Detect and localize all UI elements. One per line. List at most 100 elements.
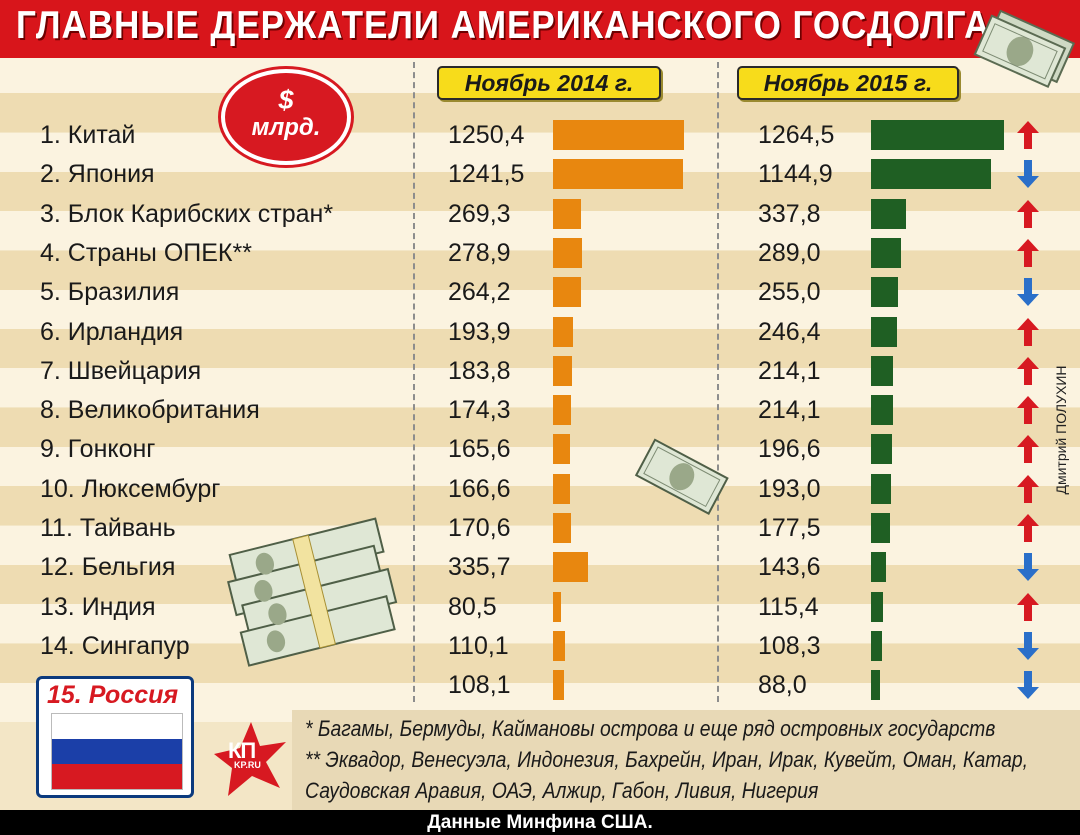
russia-label: 15. Россия — [47, 681, 179, 709]
bar-2014 — [553, 198, 582, 229]
arrow-up-icon — [1017, 435, 1039, 464]
footnotes: * Багамы, Бермуды, Каймановы острова и е… — [305, 713, 1075, 806]
page-title: ГЛАВНЫЕ ДЕРЖАТЕЛИ АМЕРИКАНСКОГО ГОСДОЛГА — [16, 4, 991, 47]
banknotes-corner-icon — [973, 9, 1076, 89]
value-2014-label: 278,9 — [448, 238, 511, 267]
bar-2014 — [553, 670, 565, 701]
value-2015-label: 214,1 — [758, 396, 821, 425]
arrow-up-icon — [1017, 121, 1039, 149]
bar-2014 — [553, 355, 573, 386]
bar-2014 — [553, 316, 574, 347]
value-2015-label: 115,4 — [758, 592, 819, 621]
value-2014-label: 1241,5 — [448, 160, 525, 189]
arrow-up-icon — [1017, 238, 1039, 267]
value-2015-label: 289,0 — [758, 238, 821, 267]
row-stripe — [0, 525, 1080, 565]
russia-highlight: 15. Россия — [36, 676, 194, 798]
footnote-1: * Багамы, Бермуды, Каймановы острова и е… — [305, 716, 996, 741]
bar-2015 — [871, 355, 894, 386]
country-label: 2. Япония — [40, 160, 155, 189]
value-2015-label: 214,1 — [758, 356, 821, 385]
unit-badge-currency: $ — [278, 85, 294, 115]
author-credit: Дмитрий ПОЛУХИН — [1050, 350, 1072, 510]
kp-logo-icon — [214, 722, 286, 796]
bar-2015 — [871, 552, 887, 583]
value-2015-label: 177,5 — [758, 514, 821, 542]
bar-2015 — [871, 395, 894, 426]
bar-2015 — [871, 434, 892, 465]
value-2014-label: 165,6 — [448, 435, 511, 464]
value-2015-label: 255,0 — [758, 278, 821, 307]
value-2014-label: 108,1 — [448, 671, 511, 700]
value-2014-label: 166,6 — [448, 474, 511, 503]
title-bar: ГЛАВНЫЕ ДЕРЖАТЕЛИ АМЕРИКАНСКОГО ГОСДОЛГА — [0, 0, 1080, 58]
bar-2014 — [553, 159, 684, 190]
country-label: 12. Бельгия — [40, 553, 176, 582]
bar-2014 — [553, 552, 589, 583]
arrow-up-icon — [1017, 514, 1039, 542]
money-stack-icon — [227, 517, 398, 667]
bar-2015 — [871, 670, 881, 701]
value-2014-label: 269,3 — [448, 199, 511, 228]
arrow-down-icon — [1017, 671, 1039, 700]
value-2014-label: 170,6 — [448, 514, 511, 542]
unit-badge-unit: млрд. — [251, 114, 321, 141]
value-2015-label: 193,0 — [758, 474, 821, 503]
row-stripe — [0, 564, 1080, 604]
bar-2014 — [553, 120, 685, 150]
bar-2014 — [553, 237, 583, 268]
kp-logo-text: КП — [228, 738, 256, 763]
country-label: 13. Индия — [40, 592, 156, 621]
value-2015-label: 143,6 — [758, 553, 821, 582]
row-stripe — [0, 407, 1080, 447]
bar-2015 — [871, 316, 897, 347]
value-2015-label: 1144,9 — [758, 160, 833, 189]
kp-logo-sub: KP.RU — [234, 760, 261, 770]
arrow-up-icon — [1017, 317, 1039, 346]
value-2015-label: 196,6 — [758, 435, 821, 464]
flying-banknote-icon — [634, 438, 729, 515]
country-label: 6. Ирландия — [40, 317, 184, 346]
bar-2015 — [871, 198, 907, 229]
country-label: 14. Сингапур — [40, 631, 190, 660]
series-header-2015: Ноябрь 2015 г. — [737, 66, 959, 100]
bar-2015 — [871, 473, 892, 504]
value-2014-label: 335,7 — [448, 553, 511, 582]
bar-2014 — [553, 395, 572, 426]
row-stripe — [0, 486, 1080, 526]
country-label: 9. Гонконг — [40, 435, 156, 464]
bar-2015 — [871, 159, 992, 190]
country-label: 8. Великобритания — [40, 396, 260, 425]
unit-badge: $ млрд. — [221, 69, 351, 165]
arrow-up-icon — [1017, 199, 1039, 228]
value-2015-label: 246,4 — [758, 317, 821, 346]
value-2014-label: 264,2 — [448, 278, 511, 307]
bar-2015 — [871, 277, 898, 308]
bar-2015 — [871, 237, 902, 268]
country-label: 5. Бразилия — [40, 278, 180, 307]
value-2014-label: 1250,4 — [448, 121, 525, 149]
arrow-up-icon — [1017, 474, 1039, 503]
arrow-up-icon — [1017, 592, 1039, 621]
value-2015-label: 1264,5 — [758, 121, 835, 149]
value-2014-label: 80,5 — [448, 592, 497, 621]
value-2015-label: 108,3 — [758, 631, 821, 660]
country-label: 3. Блок Карибских стран* — [40, 199, 334, 228]
bar-2015 — [871, 591, 884, 622]
author-name: Дмитрий ПОЛУХИН — [1053, 365, 1069, 495]
arrow-down-icon — [1017, 278, 1039, 307]
value-2015-label: 88,0 — [758, 671, 807, 700]
russia-flag-icon — [51, 713, 183, 790]
value-2014-label: 174,3 — [448, 396, 511, 425]
country-label: 10. Люксембург — [40, 474, 221, 503]
divider-2015 — [717, 62, 719, 702]
arrow-down-icon — [1017, 631, 1039, 660]
bar-2014 — [553, 591, 562, 622]
country-label: 7. Швейцария — [40, 356, 202, 385]
bar-2014 — [553, 473, 571, 504]
arrow-up-icon — [1017, 356, 1039, 385]
row-stripe — [0, 289, 1080, 329]
bar-2014 — [553, 513, 571, 543]
country-label: 4. Страны ОПЕК** — [40, 238, 252, 267]
